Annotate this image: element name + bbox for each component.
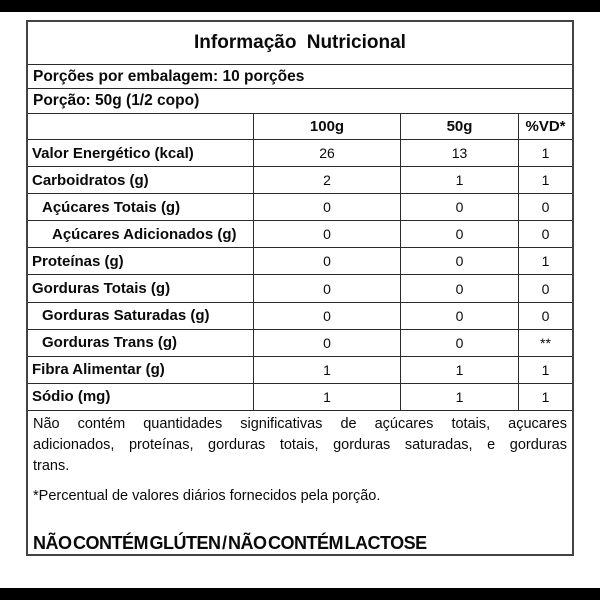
row-value-100g: 0 — [253, 329, 400, 356]
nutrition-facts-table: Informação Nutricional Porções por embal… — [26, 20, 574, 556]
row-value-50g: 0 — [400, 194, 518, 221]
column-header-vd: %VD* — [518, 114, 572, 139]
column-header-empty — [28, 114, 253, 139]
portion-size-line: Porção: 50g (1/2 copo) — [28, 89, 572, 114]
column-header-100g: 100g — [253, 114, 400, 139]
table-row-added-sugars: Açúcares Adicionados (g) 0 0 0 — [28, 221, 572, 249]
top-black-bar — [0, 0, 600, 12]
table-row-carbs: Carboidratos (g) 2 1 1 — [28, 167, 572, 195]
row-value-100g: 1 — [253, 356, 400, 383]
row-value-50g: 0 — [400, 329, 518, 356]
table-row-saturated-fats: Gorduras Saturadas (g) 0 0 0 — [28, 302, 572, 330]
row-label: Carboidratos (g) — [32, 171, 149, 189]
row-value-100g: 1 — [253, 383, 400, 410]
table-row-sodium: Sódio (mg) 1 1 1 — [28, 383, 572, 411]
row-label: Sódio (mg) — [32, 388, 111, 406]
column-header-50g: 50g — [400, 114, 518, 139]
gluten-lactose-free-claim: NÃO CONTÉM GLÚTEN / NÃO CONTÉM LACTOSE — [33, 532, 427, 553]
row-value-vd: 1 — [518, 356, 572, 383]
row-value-100g: 0 — [253, 248, 400, 275]
row-value-50g: 1 — [400, 356, 518, 383]
table-row-trans-fats: Gorduras Trans (g) 0 0 ** — [28, 329, 572, 357]
table-row-proteins: Proteínas (g) 0 0 1 — [28, 248, 572, 276]
row-value-50g: 0 — [400, 275, 518, 302]
row-value-50g: 13 — [400, 140, 518, 167]
row-value-vd: 1 — [518, 248, 572, 275]
no-significant-amounts-note-line: trans. — [33, 457, 70, 474]
row-label: Valor Energético (kcal) — [32, 144, 194, 162]
daily-value-footnote: *Percentual de valores diários fornecido… — [33, 487, 381, 504]
row-value-100g: 0 — [253, 302, 400, 329]
column-header-row: 100g 50g %VD* — [28, 114, 572, 140]
row-label: Gorduras Trans (g) — [42, 334, 178, 352]
row-value-vd: 1 — [518, 167, 572, 194]
row-value-vd: 0 — [518, 194, 572, 221]
row-value-50g: 0 — [400, 302, 518, 329]
row-value-100g: 2 — [253, 167, 400, 194]
table-row-energy: Valor Energético (kcal) 26 13 1 — [28, 140, 572, 168]
row-label: Açúcares Totais (g) — [42, 198, 181, 216]
row-value-100g: 26 — [253, 140, 400, 167]
row-value-vd: 1 — [518, 140, 572, 167]
row-value-100g: 0 — [253, 221, 400, 248]
table-row-total-sugars: Açúcares Totais (g) 0 0 0 — [28, 194, 572, 222]
no-significant-amounts-note-line: Não contém quantidades significativas de… — [33, 415, 567, 432]
servings-per-package-line: Porções por embalagem: 10 porções — [28, 65, 572, 89]
footnotes-section: Não contém quantidades significativas de… — [28, 411, 572, 554]
row-value-100g: 0 — [253, 275, 400, 302]
row-value-vd: 0 — [518, 302, 572, 329]
row-value-50g: 1 — [400, 167, 518, 194]
row-value-50g: 0 — [400, 248, 518, 275]
bottom-black-bar — [0, 588, 600, 600]
row-value-50g: 1 — [400, 383, 518, 410]
row-label: Gorduras Saturadas (g) — [42, 307, 210, 325]
row-value-vd: 0 — [518, 275, 572, 302]
row-label: Proteínas (g) — [32, 252, 124, 270]
row-value-vd: 0 — [518, 221, 572, 248]
row-value-50g: 0 — [400, 221, 518, 248]
row-label: Gorduras Totais (g) — [32, 280, 171, 298]
row-label: Açúcares Adicionados (g) — [52, 225, 237, 243]
row-value-100g: 0 — [253, 194, 400, 221]
row-value-vd: 1 — [518, 383, 572, 410]
no-significant-amounts-note-line: adicionados, proteínas, gorduras totais,… — [33, 436, 567, 453]
table-title: Informação Nutricional — [28, 22, 572, 65]
table-row-total-fats: Gorduras Totais (g) 0 0 0 — [28, 275, 572, 303]
row-label: Fibra Alimentar (g) — [32, 361, 165, 379]
row-value-vd: ** — [518, 329, 572, 356]
table-row-fiber: Fibra Alimentar (g) 1 1 1 — [28, 356, 572, 384]
